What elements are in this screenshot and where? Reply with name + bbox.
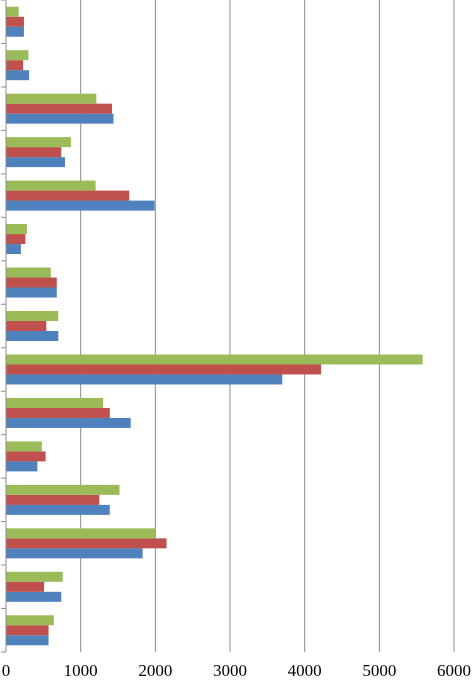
bar-3-s2 xyxy=(6,103,113,114)
bar-12-s2 xyxy=(6,494,100,505)
bar-14-s2 xyxy=(6,581,45,592)
bar-11-s3 xyxy=(6,441,42,452)
bar-2-s2 xyxy=(6,60,24,71)
bar-3-s1 xyxy=(6,113,114,124)
bar-9-s1 xyxy=(6,374,283,385)
bar-13-s3 xyxy=(6,528,156,539)
bar-5-s2 xyxy=(6,190,130,201)
bar-8-s1 xyxy=(6,331,59,341)
bar-4-s3 xyxy=(6,137,71,148)
bar-9-s2 xyxy=(6,364,322,375)
bar-2-s1 xyxy=(6,70,30,81)
bar-10-s1 xyxy=(6,417,131,428)
bar-6-s2 xyxy=(6,234,26,245)
x-tick-label-4000: 4000 xyxy=(288,661,322,680)
bar-8-s3 xyxy=(6,311,59,321)
bars xyxy=(6,6,423,646)
y-axis xyxy=(1,0,7,653)
bar-5-s3 xyxy=(6,180,96,191)
bar-9-s3 xyxy=(6,354,423,365)
bar-1-s1 xyxy=(6,26,24,37)
bar-7-s2 xyxy=(6,277,57,288)
bar-7-s1 xyxy=(6,287,57,298)
x-tick-label-0: 0 xyxy=(2,661,11,680)
bar-12-s1 xyxy=(6,504,110,515)
bar-15-s2 xyxy=(6,625,49,636)
bar-14-s3 xyxy=(6,571,63,582)
bar-11-s1 xyxy=(6,461,38,472)
bar-6-s3 xyxy=(6,224,27,235)
x-tick-labels: 0 1000 2000 3000 4000 5000 6000 xyxy=(2,661,471,680)
x-tick-label-6000: 6000 xyxy=(437,661,471,680)
bar-7-s3 xyxy=(6,267,51,278)
bar-13-s1 xyxy=(6,548,143,559)
bar-1-s3 xyxy=(6,6,19,17)
bar-6-s1 xyxy=(6,244,21,255)
bar-10-s2 xyxy=(6,407,110,418)
bar-2-s3 xyxy=(6,50,29,61)
bar-13-s2 xyxy=(6,538,167,549)
bar-10-s3 xyxy=(6,397,104,408)
bar-1-s2 xyxy=(6,16,24,27)
x-tick-label-3000: 3000 xyxy=(213,661,247,680)
bar-4-s1 xyxy=(6,157,65,168)
bar-11-s2 xyxy=(6,451,46,462)
bar-14-s1 xyxy=(6,591,62,602)
x-tick-label-1000: 1000 xyxy=(64,661,98,680)
bar-8-s2 xyxy=(6,321,47,331)
bar-12-s3 xyxy=(6,484,120,495)
bar-4-s2 xyxy=(6,147,62,158)
bar-5-s1 xyxy=(6,200,155,211)
x-tick-label-2000: 2000 xyxy=(138,661,172,680)
bar-15-s1 xyxy=(6,635,49,646)
bar-3-s3 xyxy=(6,93,97,104)
bar-15-s3 xyxy=(6,615,54,626)
x-tick-label-5000: 5000 xyxy=(362,661,396,680)
